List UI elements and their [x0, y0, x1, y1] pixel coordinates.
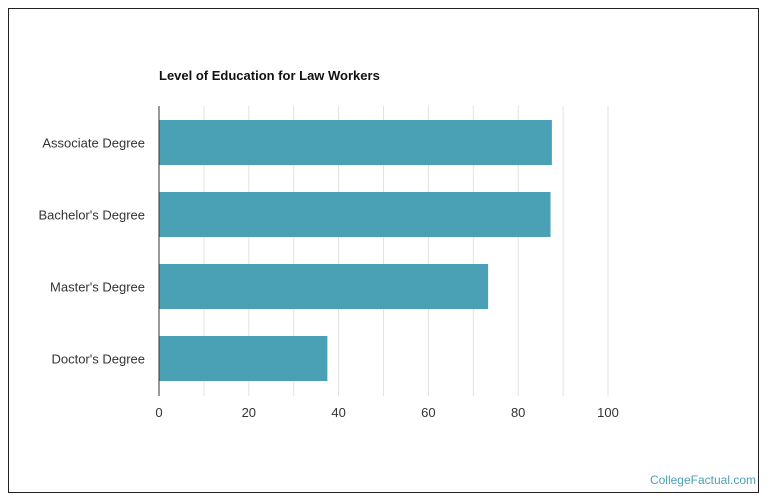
x-tick-label: 20	[242, 405, 256, 420]
category-label: Bachelor's Degree	[38, 208, 145, 223]
x-tick-label: 0	[155, 405, 162, 420]
bar-master-s-degree	[159, 264, 489, 309]
x-tick-label: 40	[331, 405, 345, 420]
category-label: Associate Degree	[42, 136, 145, 151]
bar-associate-degree	[159, 120, 552, 165]
x-tick-label: 80	[511, 405, 525, 420]
label-layer: Associate Degree Bachelor's Degree Master'…	[38, 136, 618, 421]
bar-doctor-s-degree	[159, 336, 328, 381]
x-tick-label: 100	[597, 405, 619, 420]
chart-title: Level of Education for Law Workers	[159, 68, 380, 83]
bar-layer	[159, 120, 552, 381]
x-tick-label: 60	[421, 405, 435, 420]
collegefactual-watermark[interactable]: CollegeFactual.com	[649, 473, 756, 487]
category-label: Doctor's Degree	[51, 352, 145, 367]
category-label: Master's Degree	[50, 280, 145, 295]
bar-bachelor-s-degree	[159, 192, 551, 237]
